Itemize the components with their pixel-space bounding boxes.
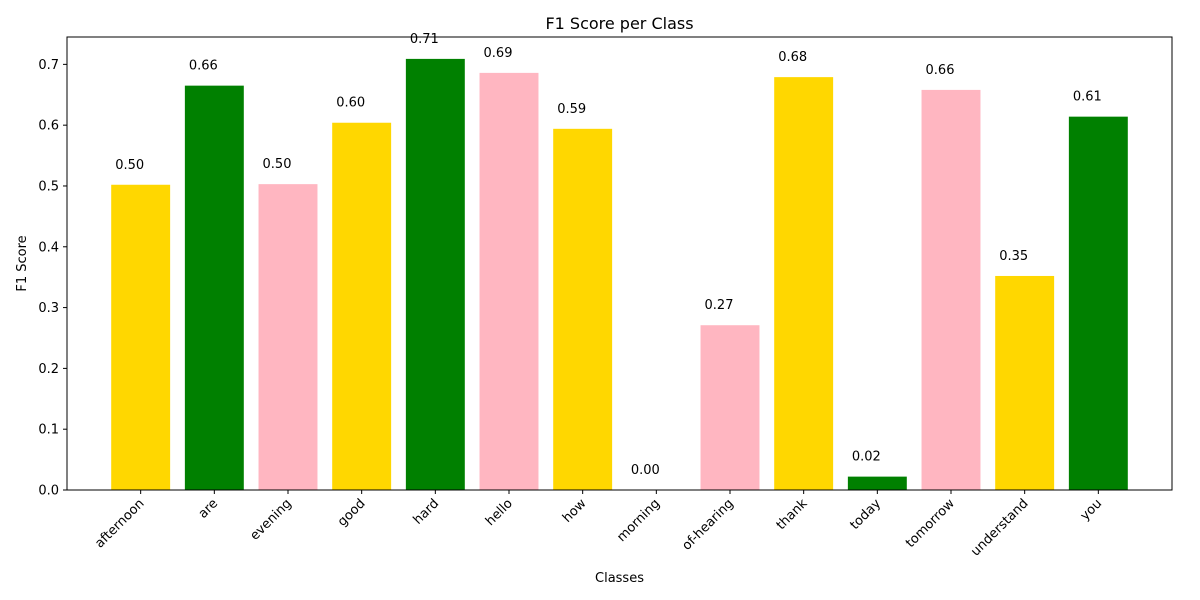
data-label-evening: 0.50 [263, 157, 292, 172]
bars-group [111, 58, 1128, 491]
x-tick-label-afternoon: afternoon [92, 496, 147, 551]
data-labels-group: 0.50 0.66 0.50 0.60 0.71 0.69 0.59 0.00 0.27 0.68… [115, 32, 1102, 478]
bar-tomorrow [921, 89, 981, 491]
data-label-understand: 0.35 [999, 249, 1028, 264]
data-label-are: 0.66 [189, 59, 218, 74]
x-tick-label-hello: hello [483, 496, 516, 529]
bar-evening [258, 184, 318, 490]
x-tick-label-how: how [560, 496, 590, 526]
x-tick-label-hard: hard [411, 496, 443, 528]
bar-are [184, 85, 244, 491]
y-tick-label: 0.4 [38, 240, 59, 255]
bar-you [1068, 116, 1128, 491]
y-tick-label: 0.0 [38, 484, 59, 499]
bar-thank [774, 77, 834, 491]
x-tick-label-good: good [335, 496, 369, 530]
data-label-today: 0.02 [852, 450, 881, 465]
plot-frame [66, 36, 1173, 491]
chart-title: F1 Score per Class [545, 14, 693, 33]
data-label-morning: 0.00 [631, 463, 660, 478]
x-axis-ticks: afternoon are evening good hard hello how morni… [92, 490, 1105, 559]
bar-understand [995, 275, 1055, 490]
bar-how [553, 128, 613, 490]
bar-today [847, 476, 907, 490]
y-axis-title: F1 Score [15, 235, 30, 291]
x-tick-label-morning: morning [614, 496, 663, 545]
bar-afternoon [111, 184, 171, 490]
data-label-you: 0.61 [1073, 90, 1102, 105]
y-tick-label: 0.6 [38, 119, 59, 134]
data-label-hard: 0.71 [410, 32, 439, 47]
data-label-thank: 0.68 [778, 50, 807, 65]
y-tick-label: 0.5 [38, 179, 59, 194]
data-label-hello: 0.69 [484, 46, 513, 61]
x-tick-label-thank: thank [774, 496, 811, 533]
data-label-good: 0.60 [336, 96, 365, 111]
y-tick-label: 0.2 [38, 362, 59, 377]
y-tick-label: 0.3 [38, 301, 59, 316]
x-tick-label-evening: evening [247, 496, 294, 543]
x-tick-label-tomorrow: tomorrow [903, 496, 958, 551]
x-tick-label-today: today [847, 496, 884, 533]
x-axis-title: Classes [595, 571, 644, 586]
data-label-of-hearing: 0.27 [705, 298, 734, 313]
y-tick-label: 0.7 [38, 58, 59, 73]
x-tick-label-understand: understand [968, 496, 1031, 559]
bar-good [332, 122, 392, 491]
y-tick-label: 0.1 [38, 423, 59, 438]
bar-of-hearing [700, 325, 760, 490]
data-label-afternoon: 0.50 [115, 158, 144, 173]
y-axis-ticks: 0.0 0.1 0.2 0.3 0.4 0.5 0.6 0.7 [38, 58, 67, 499]
bar-hard [405, 58, 465, 491]
x-tick-label-you: you [1078, 496, 1105, 523]
data-label-tomorrow: 0.66 [926, 63, 955, 78]
x-tick-label-are: are [196, 496, 221, 521]
data-label-how: 0.59 [557, 102, 586, 117]
bar-hello [479, 72, 539, 490]
x-tick-label-of-hearing: of-hearing [679, 496, 736, 553]
